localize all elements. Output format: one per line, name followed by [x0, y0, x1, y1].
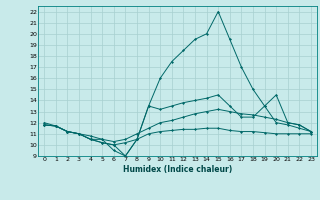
X-axis label: Humidex (Indice chaleur): Humidex (Indice chaleur) [123, 165, 232, 174]
